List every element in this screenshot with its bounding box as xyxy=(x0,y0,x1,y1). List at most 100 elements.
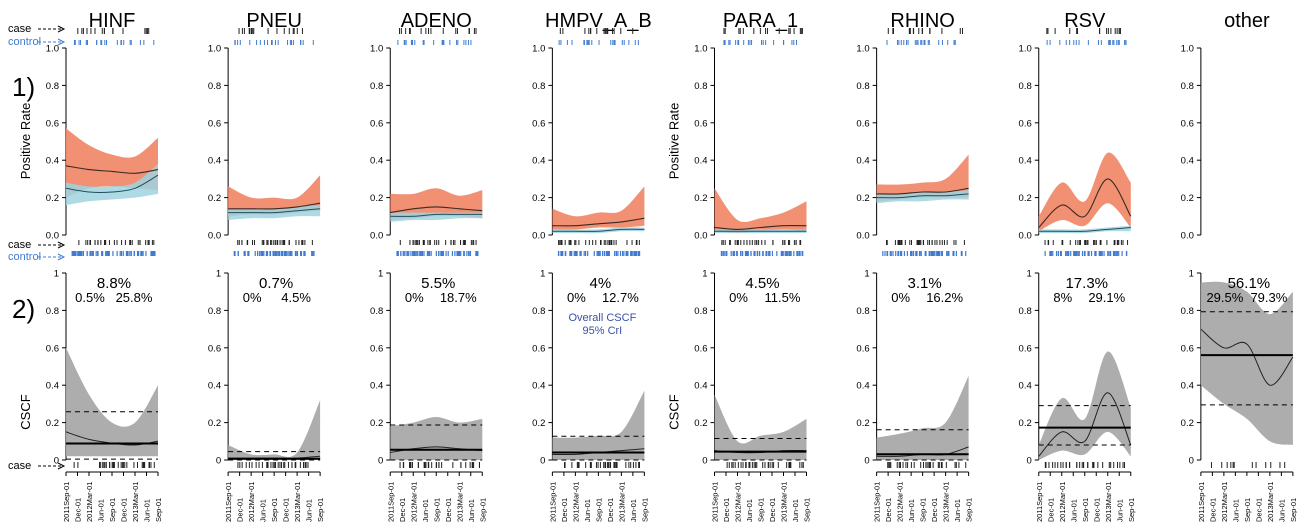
y-tick-label: 0 xyxy=(378,456,383,467)
y-tick-label: 0.0 xyxy=(856,231,869,242)
y-tick-label: 0.2 xyxy=(46,418,59,429)
y-tick-label: 0.6 xyxy=(370,118,383,129)
crl-upper-value: 18.7% xyxy=(440,290,477,305)
case-mean-line xyxy=(876,187,969,195)
case-mean-line xyxy=(1038,178,1132,228)
rug-mid xyxy=(720,240,804,256)
x-tick-label: Jun-01 xyxy=(421,499,430,522)
y-tick-label: 0.2 xyxy=(208,418,221,429)
y-tick-label: 0.2 xyxy=(370,418,383,429)
y-tick-label: 0.8 xyxy=(370,81,383,92)
panel-rhino: RHINO 0.0 0.2 0.4 0.6 0.8 1.0 0 0.2 0.4 0.6 0.8 1 3.1… xyxy=(856,10,973,522)
y-tick-label: 1.0 xyxy=(532,44,545,55)
y-tick-label: 0 xyxy=(1026,456,1031,467)
x-tick-label: Sep-01 xyxy=(1081,498,1090,522)
x-tick-label: Sep-01 xyxy=(594,498,603,522)
overall-cscf-value: 56.1% xyxy=(1228,275,1271,292)
crl-lower-value: 0% xyxy=(405,290,424,305)
y-tick-label: 1 xyxy=(540,269,545,280)
y-tick-label: 0.0 xyxy=(208,231,221,242)
panel-rsv: RSV 0.0 0.2 0.4 0.6 0.8 1.0 0 0.2 0.4 0.6 0.8 1 17.3%… xyxy=(1019,10,1136,522)
x-tick-label: 2012Mar-01 xyxy=(1220,482,1229,522)
crl-lower-value: 8% xyxy=(1053,290,1072,305)
panel-title: ADENO xyxy=(401,10,472,32)
overall-cscf-value: 17.3% xyxy=(1065,275,1108,292)
y-tick-label: 0 xyxy=(216,456,221,467)
cscf-band xyxy=(876,375,969,460)
x-tick-label: 2011Sep-01 xyxy=(386,482,395,522)
crl-lower-value: 0% xyxy=(567,290,586,305)
x-tick-label: Dec-01 xyxy=(930,498,939,522)
x-tick-label: Jun-01 xyxy=(259,499,268,522)
x-tick-label: Jun-01 xyxy=(791,499,800,522)
x-tick-label: Dec-01 xyxy=(1046,498,1055,522)
x-tick-label: Sep-01 xyxy=(919,498,928,522)
y-tick-label: 1.0 xyxy=(1181,44,1194,55)
x-tick-label: 2013Mar-01 xyxy=(780,482,789,522)
x-tick-label: 2011Sep-01 xyxy=(1197,482,1206,522)
x-tick-label: Sep-01 xyxy=(1127,498,1136,522)
x-tick-label: Dec-01 xyxy=(74,498,83,522)
x-tick-label: Sep-01 xyxy=(154,498,163,522)
rug-bottom xyxy=(237,462,309,468)
case-arrow-bottom-label: case xyxy=(8,460,31,472)
x-tick-label: 2013Mar-01 xyxy=(293,482,302,522)
y-tick-label: 0.2 xyxy=(208,193,221,204)
case-arrow-top-label: case xyxy=(8,23,31,35)
control-arrow-top-head xyxy=(57,38,66,46)
x-tick-label: Dec-01 xyxy=(1092,498,1101,522)
y-tick-label: 0.8 xyxy=(694,306,707,317)
y-tick-label: 0.8 xyxy=(856,81,869,92)
cscf-band xyxy=(1038,351,1131,460)
y-tick-label: 0.4 xyxy=(1019,156,1032,167)
x-tick-label: Dec-01 xyxy=(236,498,245,522)
y-tick-label: 0 xyxy=(702,456,707,467)
rug-mid xyxy=(396,240,479,256)
case-arrow-mid-label: case xyxy=(8,239,31,251)
y-tick-label: 1 xyxy=(54,269,59,280)
y-tick-label: 1 xyxy=(1189,269,1194,280)
rug-mid xyxy=(1044,240,1129,256)
y-axis-title-cscf: CSCF xyxy=(667,394,682,429)
y-tick-label: 0.8 xyxy=(1181,306,1194,317)
case-band xyxy=(390,188,483,220)
crl-upper-value: 11.5% xyxy=(765,290,801,305)
y-tick-label: 0.6 xyxy=(532,343,545,354)
y-tick-label: 0.4 xyxy=(208,156,221,167)
cscf-band xyxy=(552,390,645,460)
y-tick-label: 0.6 xyxy=(856,343,869,354)
y-tick-label: 1 xyxy=(378,269,383,280)
y-tick-label: 1.0 xyxy=(208,44,221,55)
y-tick-label: 0.4 xyxy=(1181,156,1194,167)
x-tick-label: Jun-01 xyxy=(583,499,592,522)
rug-mid xyxy=(233,240,315,256)
control-arrow-mid-label: control xyxy=(8,251,41,263)
y-tick-label: 0.6 xyxy=(856,118,869,129)
row2-label: 2) xyxy=(12,294,35,324)
case-arrow-bottom-head xyxy=(57,462,66,470)
y-tick-label: 0.2 xyxy=(1019,193,1032,204)
rug-top xyxy=(723,28,803,45)
case-mean-line xyxy=(714,224,807,230)
x-tick-label: 2011Sep-01 xyxy=(62,482,71,522)
control-band xyxy=(876,190,969,204)
x-tick-label: Jun-01 xyxy=(1115,499,1124,522)
x-tick-label: Sep-01 xyxy=(1243,498,1252,522)
y-tick-label: 0.2 xyxy=(1181,418,1194,429)
panel-adeno: ADENO 0.0 0.2 0.4 0.6 0.8 1.0 0 0.2 0.4 0.6 0.8 1 5.5… xyxy=(370,10,487,522)
control-mean-line xyxy=(228,208,321,214)
control-band xyxy=(1038,225,1131,234)
y-tick-label: 0.8 xyxy=(208,81,221,92)
x-tick-label: 2012Mar-01 xyxy=(85,482,94,522)
y-tick-label: 0 xyxy=(54,456,59,467)
x-tick-label: 2012Mar-01 xyxy=(734,482,743,522)
x-tick-label: Dec-01 xyxy=(1254,498,1263,522)
x-tick-label: Jun-01 xyxy=(745,499,754,522)
rug-bottom xyxy=(1210,462,1286,468)
x-tick-label: Jun-01 xyxy=(143,499,152,522)
y-tick-label: 1.0 xyxy=(46,44,59,55)
y-tick-label: 0.8 xyxy=(694,81,707,92)
x-tick-label: 2012Mar-01 xyxy=(247,482,256,522)
y-tick-label: 0.8 xyxy=(856,306,869,317)
x-tick-label: Jun-01 xyxy=(467,499,476,522)
